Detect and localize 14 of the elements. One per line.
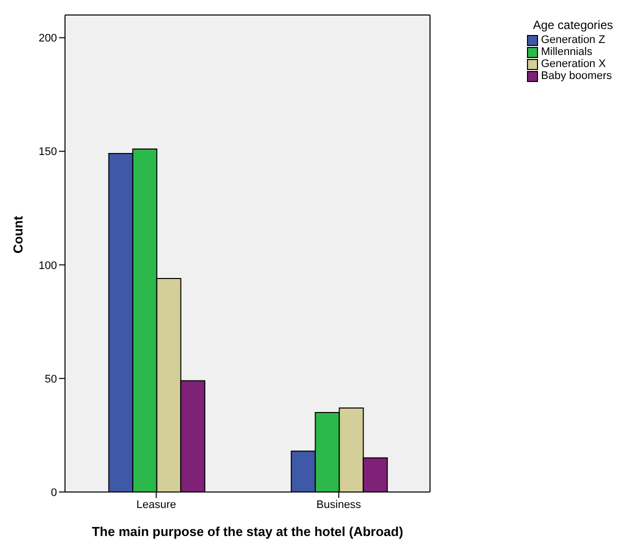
legend-label: Baby boomers [540, 70, 613, 82]
y-tick-label: 150 [38, 146, 57, 158]
x-tick-label: Leasure [136, 498, 176, 511]
y-tick-label: 0 [50, 486, 57, 499]
y-tick-label: 50 [44, 373, 57, 386]
y-tick-label: 100 [38, 260, 57, 272]
legend-label: Generation X [540, 58, 607, 70]
x-tick-label: Business [316, 498, 362, 511]
y-axis-title: Count [10, 215, 26, 254]
y-tick-label: 200 [38, 32, 57, 45]
legend-label: Generation Z [540, 34, 606, 46]
x-axis-title: The main purpose of the stay at the hotel (Abroad) [92, 524, 404, 539]
legend-label: Millennials [540, 46, 594, 58]
legend-title: Age categories [532, 18, 614, 32]
